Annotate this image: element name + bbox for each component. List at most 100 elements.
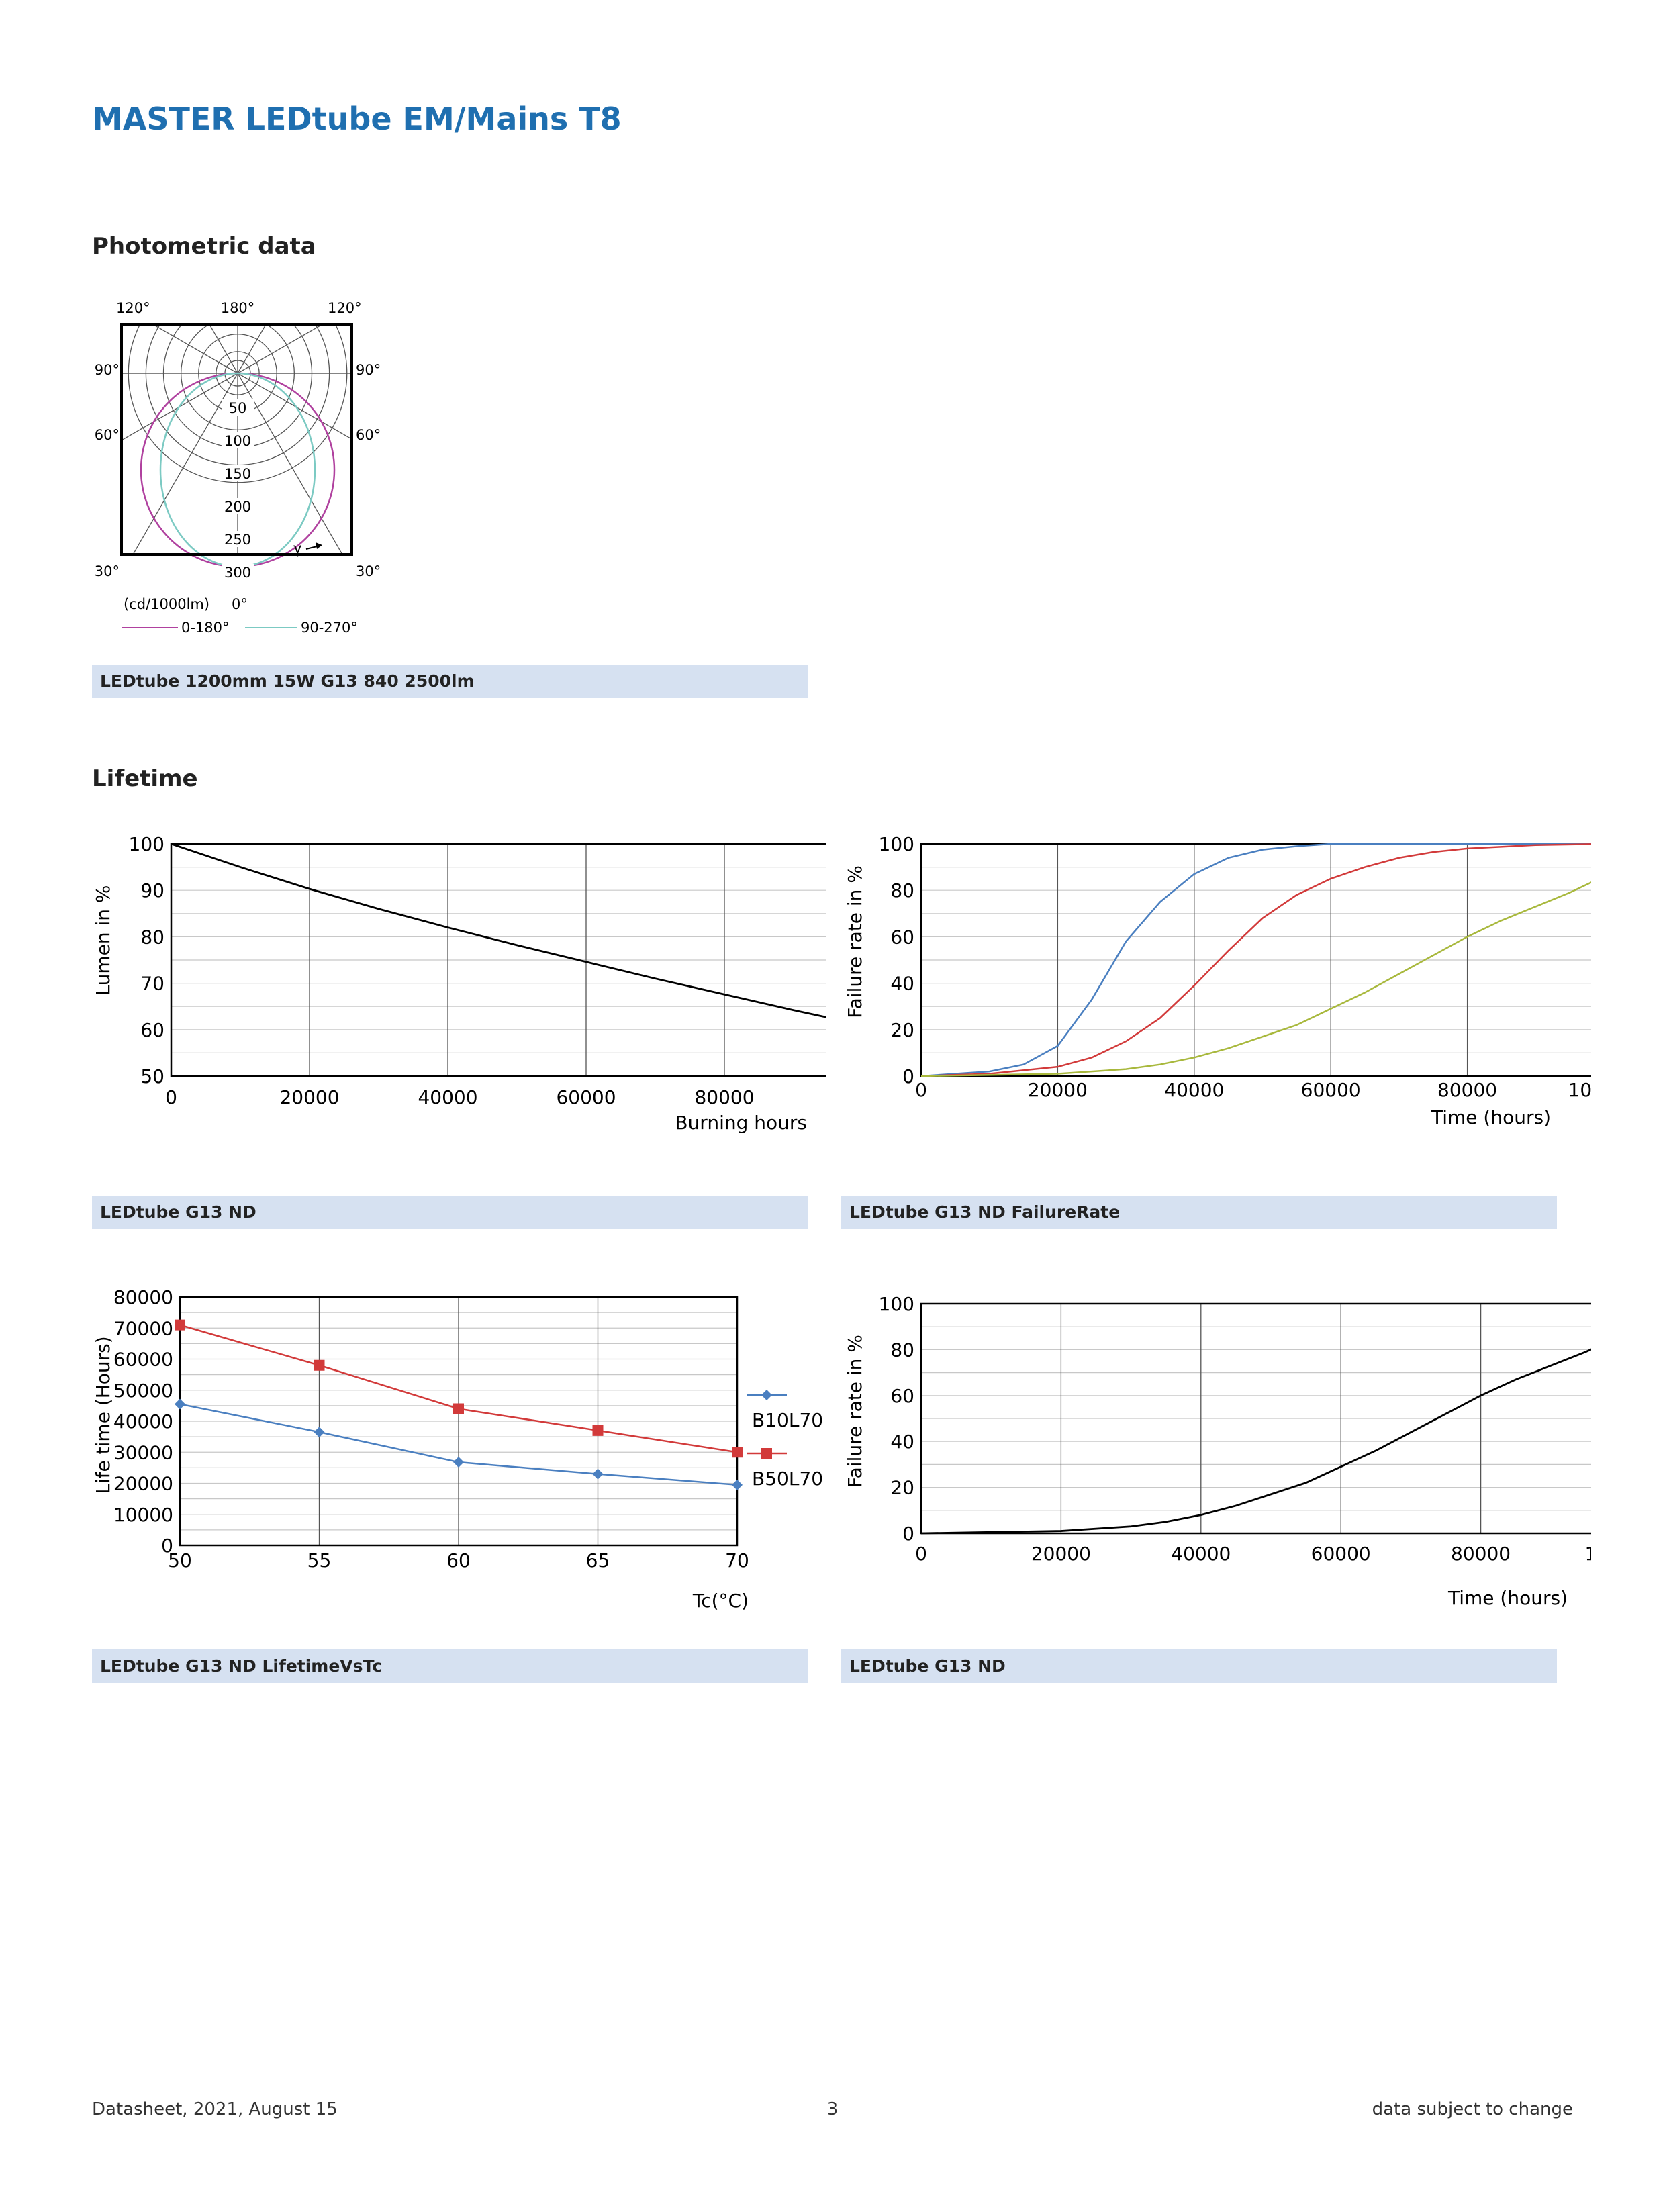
fs-x-tick-3: 60000 <box>1311 1543 1371 1565</box>
angle-label-right-30: 30° <box>356 563 381 579</box>
fm-x-tick-5: 100000 <box>1568 1079 1591 1101</box>
failure-multi-series <box>920 843 1591 1077</box>
lifetime-tc-legend-marker-0 <box>761 1390 772 1400</box>
fs-y-tick-5: 100 <box>879 1293 914 1315</box>
failure-single-y-axis-label: Failure rate in % <box>844 1335 866 1488</box>
polar-radial-label-bg-5 <box>222 564 254 580</box>
lumen-x-axis-label: Burning hours <box>675 1112 807 1134</box>
polar-spoke-300 <box>122 373 238 441</box>
fm-x-tick-3: 60000 <box>1301 1079 1361 1101</box>
fs-x-tick-2: 40000 <box>1171 1543 1231 1565</box>
fs-y-tick-2: 40 <box>890 1431 914 1453</box>
fs-plot-frame <box>920 1302 1591 1535</box>
fm-series-line-2 <box>920 881 1591 1077</box>
lt-series-1-point-2 <box>453 1403 464 1414</box>
section-title-lifetime: Lifetime <box>92 765 198 792</box>
polar-spoke-150 <box>237 324 267 374</box>
lt-y-tick-6: 60000 <box>113 1349 173 1371</box>
lumen-y-ticks: 50 60 70 80 90 100 <box>129 833 164 1088</box>
lumen-x-tick-3: 60000 <box>556 1086 616 1108</box>
gamma-arrowhead-icon <box>316 542 322 549</box>
fm-series-line-1 <box>920 843 1591 1077</box>
polar-legend-label-1: 90-270° <box>301 620 358 636</box>
angle-label-left-30: 30° <box>95 563 120 579</box>
lt-x-tick-0: 50 <box>168 1549 192 1572</box>
lumen-y-tick-5: 100 <box>129 833 164 855</box>
lt-x-tick-4: 70 <box>725 1549 749 1572</box>
lumen-x-tick-0: 0 <box>165 1086 177 1108</box>
lumen-y-tick-2: 70 <box>140 973 164 995</box>
failure-single-x-ticks: 0 20000 40000 60000 80000 100000 <box>915 1543 1591 1565</box>
fs-x-tick-1: 20000 <box>1031 1543 1091 1565</box>
footer-right: data subject to change <box>1372 2099 1573 2119</box>
lifetime-tc-series <box>175 1319 743 1490</box>
fm-x-tick-0: 0 <box>915 1079 927 1101</box>
polar-grid <box>122 324 352 555</box>
polar-radial-labels: 50 100 150 200 250 300 <box>222 399 254 581</box>
lumen-y-axis-label: Lumen in % <box>92 885 114 996</box>
fs-y-tick-1: 20 <box>890 1477 914 1499</box>
lt-series-1-point-4 <box>732 1447 743 1458</box>
lt-y-tick-1: 10000 <box>113 1504 173 1526</box>
polar-radial-label-bg-0 <box>222 399 254 416</box>
gamma-label: γ <box>293 540 301 557</box>
failure-single-grid <box>920 1302 1591 1535</box>
fm-y-tick-5: 100 <box>879 833 914 855</box>
polar-radial-label-4: 250 <box>224 532 251 548</box>
lt-series-1-point-3 <box>592 1425 604 1436</box>
angle-label-top-left: 120° <box>116 300 150 316</box>
polar-spoke-60 <box>237 373 352 440</box>
failure-multi-x-axis-label: Time (hours) <box>1431 1106 1551 1128</box>
failure-single-series <box>920 1348 1591 1535</box>
footer-page-number: 3 <box>826 2099 839 2119</box>
fm-y-tick-1: 20 <box>890 1019 914 1041</box>
lifetime-tc-legend: B10L70 B50L70 <box>747 1390 823 1490</box>
failure-multi-grid <box>920 843 1591 1077</box>
failure-single-y-ticks: 0 20 40 60 80 100 <box>879 1293 914 1545</box>
lifetime-tc-legend-marker-1 <box>761 1448 772 1459</box>
fm-y-tick-2: 40 <box>890 973 914 995</box>
lt-series-0-point-3 <box>592 1468 604 1480</box>
lt-y-tick-2: 20000 <box>113 1473 173 1495</box>
lifetime-tc-y-ticks: 0 10000 20000 30000 40000 50000 60000 70000 8000… <box>113 1286 173 1557</box>
fs-y-tick-0: 0 <box>902 1523 914 1545</box>
polar-radial-label-1: 100 <box>224 433 251 449</box>
lumen-chart: 020000400006000080000100000 506070809010… <box>92 833 826 1134</box>
lumen-y-tick-1: 60 <box>140 1019 164 1041</box>
lt-series-0-point-2 <box>453 1457 464 1468</box>
angle-label-left-90: 90° <box>95 362 120 378</box>
failure-multi-chart: 0 20000 40000 60000 80000 100000 0 20 40 60 80 100… <box>844 833 1591 1128</box>
failure-single-x-axis-label: Time (hours) <box>1447 1587 1568 1609</box>
section-title-photometric: Photometric data <box>92 233 316 260</box>
lt-series-0-point-1 <box>314 1427 325 1438</box>
lifetime-tc-chart: 50 55 60 65 70 0 10000 20000 30000 40000 50000 600… <box>92 1286 823 1612</box>
caption-lumen: LEDtube G13 ND <box>92 1196 808 1229</box>
lumen-x-tick-1: 20000 <box>279 1086 339 1108</box>
polar-chart: 120° 180° 120° 90° 90° 60° 60° 30° 30° 0… <box>95 300 381 636</box>
lt-y-tick-3: 30000 <box>113 1441 173 1463</box>
polar-grid-lines <box>122 324 352 555</box>
fm-series-line-0 <box>920 843 1591 1077</box>
angle-label-left-60: 60° <box>95 427 120 443</box>
lumen-x-ticks: 020000400006000080000100000 <box>165 1086 754 1108</box>
fs-x-tick-5: 100000 <box>1585 1543 1591 1565</box>
lt-series-1-point-1 <box>314 1359 325 1371</box>
page-title: MASTER LEDtube EM/Mains T8 <box>92 101 622 137</box>
lumen-plot-frame <box>170 843 826 1077</box>
lt-y-tick-7: 70000 <box>113 1317 173 1339</box>
lt-series-0-point-4 <box>732 1479 743 1490</box>
lumen-x-tick-4: 80000 <box>694 1086 754 1108</box>
lifetime-tc-x-axis-label: Tc(°C) <box>692 1590 749 1612</box>
polar-radial-label-bg-3 <box>222 498 254 514</box>
polar-radial-label-5: 300 <box>224 565 251 581</box>
polar-radial-label-2: 150 <box>224 466 251 482</box>
lumen-y-tick-3: 80 <box>140 926 164 948</box>
polar-radial-label-bg-2 <box>222 465 254 481</box>
caption-polar: LEDtube 1200mm 15W G13 840 2500lm <box>92 665 808 698</box>
fm-plot-frame <box>920 843 1591 1077</box>
lumen-series-line-0 <box>171 843 826 1018</box>
fm-x-tick-4: 80000 <box>1437 1079 1497 1101</box>
lt-y-tick-4: 40000 <box>113 1410 173 1433</box>
polar-radial-label-3: 200 <box>224 499 251 515</box>
polar-spoke-330 <box>132 373 238 555</box>
